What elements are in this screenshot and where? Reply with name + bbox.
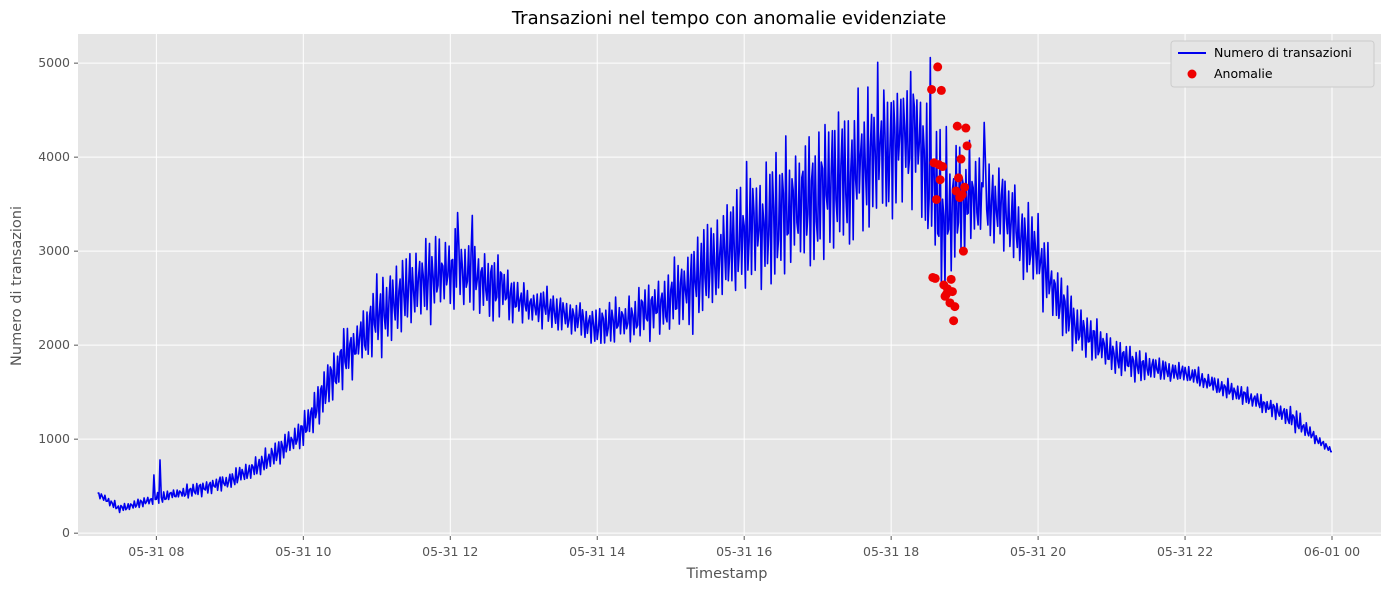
x-tick-label: 06-01 00 (1304, 544, 1360, 559)
y-tick-label: 3000 (38, 243, 70, 258)
y-tick-label: 0 (62, 525, 70, 540)
anomaly-point (936, 85, 946, 95)
y-tick-label: 4000 (38, 149, 70, 164)
ticks: 05-31 08 05-31 10 05-31 12 05-31 14 05-31 16… (38, 55, 1360, 559)
x-tick-label: 05-31 08 (128, 544, 184, 559)
anomaly-point (930, 273, 940, 283)
anomaly-point (947, 287, 957, 297)
anomaly-point (952, 121, 962, 131)
anomaly-point (960, 182, 970, 192)
plot-background (78, 34, 1381, 536)
anomaly-point (938, 162, 948, 172)
x-tick-label: 05-31 10 (275, 544, 331, 559)
anomaly-layer (927, 62, 972, 326)
anomaly-point (954, 173, 964, 183)
x-tick-label: 05-31 20 (1010, 544, 1066, 559)
anomaly-point (957, 190, 967, 200)
anomaly-point (949, 316, 959, 326)
anomaly-point (927, 84, 937, 94)
anomaly-point (962, 141, 972, 151)
legend-label-line: Numero di transazioni (1214, 45, 1352, 60)
anomaly-point (961, 123, 971, 133)
anomaly-point (956, 154, 966, 164)
anomaly-point (958, 246, 968, 256)
legend: Numero di transazioni Anomalie (1170, 40, 1375, 88)
legend-label-anomalies: Anomalie (1214, 66, 1273, 81)
grid (78, 34, 1381, 536)
x-tick-label: 05-31 18 (863, 544, 919, 559)
legend-dot-swatch (1187, 69, 1197, 79)
chart-title: Transazioni nel tempo con anomalie evide… (511, 8, 946, 29)
y-tick-label: 5000 (38, 55, 70, 70)
y-tick-label: 1000 (38, 431, 70, 446)
transactions-line (97, 56, 1333, 514)
anomaly-point (946, 274, 956, 284)
anomaly-point (933, 62, 943, 72)
y-axis-label: Numero di transazioni (9, 206, 25, 366)
y-tick-label: 2000 (38, 337, 70, 352)
x-tick-label: 05-31 12 (422, 544, 478, 559)
x-axis-label: Timestamp (686, 566, 768, 582)
x-tick-label: 05-31 16 (716, 544, 772, 559)
x-tick-label: 05-31 22 (1157, 544, 1213, 559)
anomaly-point (950, 302, 960, 312)
x-tick-label: 05-31 14 (569, 544, 625, 559)
anomaly-point (931, 194, 941, 204)
legend-box (1170, 40, 1375, 88)
line-layer (97, 56, 1333, 514)
anomaly-point (935, 175, 945, 185)
